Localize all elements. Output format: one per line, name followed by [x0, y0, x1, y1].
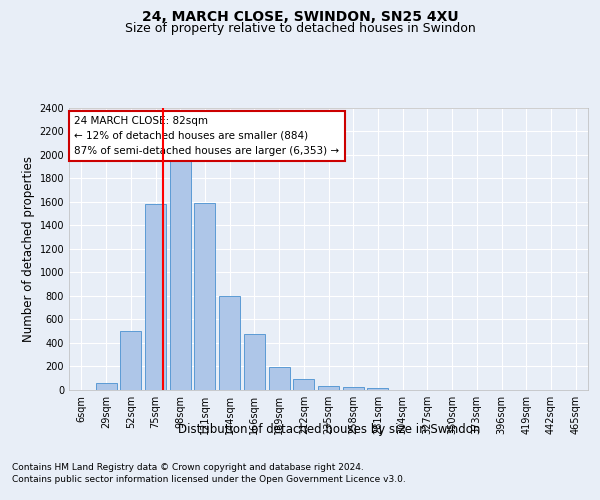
Bar	[120, 331, 141, 390]
Text: 24, MARCH CLOSE, SWINDON, SN25 4XU: 24, MARCH CLOSE, SWINDON, SN25 4XU	[142, 10, 458, 24]
Text: Contains HM Land Registry data © Crown copyright and database right 2024.: Contains HM Land Registry data © Crown c…	[12, 462, 364, 471]
Bar	[318, 386, 339, 390]
Text: 24 MARCH CLOSE: 82sqm
← 12% of detached houses are smaller (884)
87% of semi-det: 24 MARCH CLOSE: 82sqm ← 12% of detached …	[74, 116, 340, 156]
Bar	[367, 388, 388, 390]
Bar	[293, 380, 314, 390]
Text: Contains public sector information licensed under the Open Government Licence v3: Contains public sector information licen…	[12, 475, 406, 484]
Bar	[219, 296, 240, 390]
Bar	[145, 204, 166, 390]
Text: Distribution of detached houses by size in Swindon: Distribution of detached houses by size …	[178, 422, 480, 436]
Bar	[269, 367, 290, 390]
Bar	[95, 383, 116, 390]
Bar	[343, 386, 364, 390]
Y-axis label: Number of detached properties: Number of detached properties	[22, 156, 35, 342]
Text: Size of property relative to detached houses in Swindon: Size of property relative to detached ho…	[125, 22, 475, 35]
Bar	[170, 160, 191, 390]
Bar	[194, 203, 215, 390]
Bar	[244, 334, 265, 390]
